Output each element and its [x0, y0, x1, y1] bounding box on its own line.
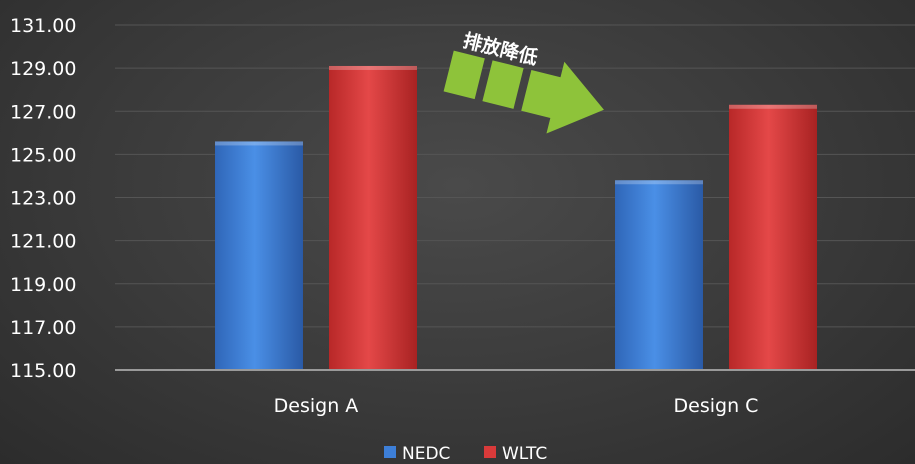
legend-swatch-nedc — [384, 446, 396, 458]
bar-highlight — [329, 65, 417, 70]
legend-label-nedc: NEDC — [402, 444, 450, 464]
bar-highlight — [215, 141, 303, 146]
bar-highlight — [729, 104, 817, 109]
x-axis-category-labels: Design A Design C — [274, 395, 759, 417]
legend: NEDC WLTC — [384, 444, 547, 464]
bar-wltc-design-c — [729, 104, 817, 370]
x-category-label: Design C — [674, 395, 759, 417]
y-axis-tick-labels: 131.00 129.00 127.00 125.00 123.00 121.00 119.… — [10, 15, 76, 382]
y-tick-label: 123.00 — [10, 188, 76, 210]
y-tick-label: 119.00 — [10, 274, 76, 296]
legend-label-wltc: WLTC — [502, 444, 547, 464]
legend-swatch-wltc — [484, 446, 496, 458]
y-tick-label: 117.00 — [10, 317, 76, 339]
x-category-label: Design A — [274, 395, 359, 417]
bar-wltc-design-a — [329, 65, 417, 370]
y-tick-label: 125.00 — [10, 144, 76, 166]
arrow-block-1 — [443, 50, 485, 100]
y-tick-label: 129.00 — [10, 58, 76, 80]
bar-highlight — [615, 180, 703, 185]
y-tick-label: 121.00 — [10, 231, 76, 253]
arrow-block-2 — [482, 60, 524, 109]
bar-nedc-design-c — [615, 180, 703, 370]
arrow-head — [521, 61, 604, 134]
annotation-arrow: 排放降低 — [443, 29, 604, 134]
bar-nedc-design-a — [215, 141, 303, 370]
bars — [215, 65, 817, 370]
y-tick-label: 131.00 — [10, 15, 76, 37]
y-tick-label: 115.00 — [10, 360, 76, 382]
y-tick-label: 127.00 — [10, 101, 76, 123]
